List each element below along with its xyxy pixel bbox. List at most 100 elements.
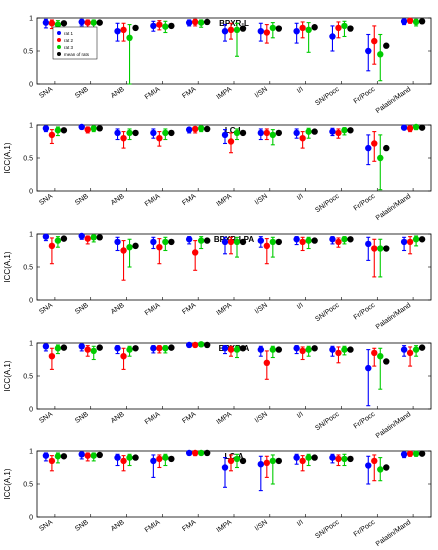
data-point: [114, 345, 121, 352]
data-point: [239, 25, 247, 32]
data-point: [221, 345, 229, 352]
xtick-label: FMA: [181, 302, 197, 316]
xtick-label: I/I: [296, 193, 305, 202]
data-point: [305, 128, 312, 135]
xtick-label: SNA: [38, 519, 54, 533]
data-point: [60, 235, 68, 242]
xtick-label: I/SN: [254, 302, 269, 316]
data-point: [383, 42, 390, 49]
data-point: [156, 21, 163, 28]
data-point: [168, 344, 175, 351]
data-point: [60, 453, 68, 460]
data-point: [233, 129, 241, 137]
data-point: [48, 242, 56, 250]
xtick-label: FMIA: [144, 193, 162, 209]
data-point: [54, 237, 62, 244]
data-point: [48, 131, 56, 139]
data-point: [418, 236, 426, 243]
xtick-label: Palatin/Mand: [375, 411, 413, 440]
data-point: [406, 238, 414, 246]
data-point: [275, 457, 283, 465]
xtick-label: ANB: [110, 86, 126, 100]
xtick-label: SN/Pocc: [314, 86, 341, 108]
data-point: [311, 128, 318, 135]
data-point: [299, 24, 306, 32]
data-point: [114, 129, 121, 137]
data-point: [150, 345, 157, 352]
data-point: [191, 249, 199, 256]
xtick-label: SNB: [74, 411, 90, 425]
data-point: [257, 461, 265, 468]
data-point: [90, 234, 97, 241]
data-point: [305, 237, 312, 244]
data-point: [162, 454, 169, 461]
panel-title: BPXR-L: [219, 19, 249, 28]
data-point: [221, 28, 229, 35]
data-point: [185, 449, 193, 457]
xtick-label: Fr/Pocc: [353, 193, 377, 213]
data-point: [341, 236, 348, 243]
data-point: [162, 23, 169, 30]
data-point: [347, 346, 354, 353]
xtick-label: FMA: [181, 193, 197, 207]
y-axis-label: ICC(A,1): [3, 251, 12, 282]
data-point: [377, 245, 384, 252]
data-point: [197, 341, 205, 348]
data-point: [84, 19, 91, 26]
data-point: [54, 345, 62, 352]
xtick-label: I/SN: [254, 519, 269, 533]
data-point: [275, 25, 283, 32]
data-point: [162, 345, 169, 352]
data-point: [275, 238, 283, 246]
xtick-label: I/SN: [254, 193, 269, 207]
ytick-label: 1: [29, 449, 33, 456]
panel-title: LC-L: [225, 126, 243, 135]
data-point: [114, 238, 121, 246]
data-point: [311, 345, 318, 352]
data-point: [156, 345, 163, 352]
legend-marker-rater1: [57, 31, 61, 35]
data-point: [311, 237, 318, 244]
xtick-label: I/SN: [254, 86, 269, 100]
xtick-label: FMIA: [144, 411, 162, 427]
data-point: [84, 346, 91, 353]
data-point: [269, 238, 277, 246]
xtick-label: ANB: [110, 411, 126, 425]
data-point: [197, 19, 205, 26]
data-point: [156, 135, 163, 142]
panel-2: 0 0.5 1 ICC(A,1) BPXR-LPA SNA SNB ANB FMIA FMA IMP…: [3, 232, 432, 331]
data-point: [275, 129, 283, 137]
data-point: [120, 135, 127, 142]
data-point: [132, 242, 139, 250]
data-point: [305, 454, 312, 461]
ytick-label: 0: [29, 82, 33, 89]
data-point: [42, 233, 50, 240]
ytick-label: 1: [29, 341, 33, 348]
data-point: [84, 235, 91, 242]
xtick-label: IMPA: [216, 519, 234, 534]
xtick-label: ANB: [110, 519, 126, 533]
data-point: [400, 124, 408, 131]
data-point: [90, 19, 97, 26]
xtick-label: SNA: [38, 86, 54, 100]
data-point: [239, 238, 247, 246]
data-point: [126, 129, 133, 137]
data-point: [257, 237, 265, 244]
legend-entry: rat 3: [57, 45, 74, 50]
data-point: [120, 457, 127, 465]
data-point: [120, 247, 127, 254]
legend-marker-mean: [57, 52, 61, 56]
data-point: [203, 449, 211, 457]
data-point: [365, 144, 372, 152]
data-point: [311, 24, 318, 31]
data-point: [54, 127, 62, 134]
data-point: [263, 459, 271, 467]
data-point: [412, 18, 420, 26]
y-axis-label: ICC(A,1): [3, 360, 12, 391]
data-point: [412, 236, 420, 243]
xtick-label: SNA: [38, 411, 54, 425]
xtick-label: Fr/Pocc: [353, 86, 377, 106]
data-point: [406, 17, 414, 24]
data-point: [227, 457, 235, 465]
